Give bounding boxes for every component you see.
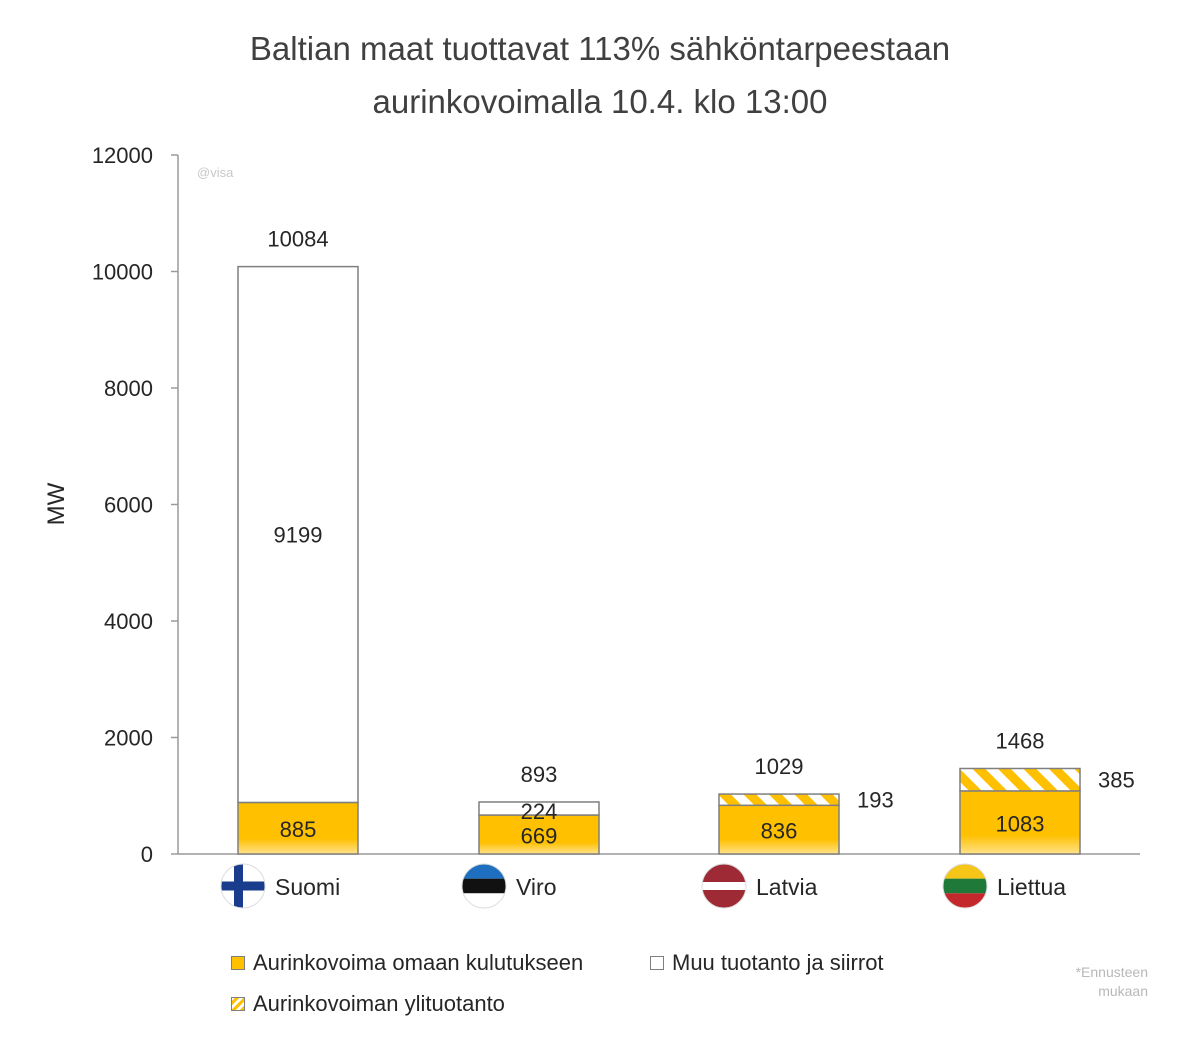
latvia-flag-icon xyxy=(701,863,747,909)
flag-border xyxy=(701,863,747,909)
y-tick-label: 12000 xyxy=(92,143,153,168)
flag-stripe xyxy=(462,878,506,894)
bar-segment xyxy=(718,804,840,855)
data-label-overproduction: 385 xyxy=(1098,768,1135,793)
flag-stripe xyxy=(943,893,987,908)
forecast-note-line2: mukaan xyxy=(1098,983,1148,999)
y-tick-label: 2000 xyxy=(104,726,153,751)
legend-item-overproduction: Aurinkovoiman ylituotanto xyxy=(231,991,505,1017)
forecast-note-line1: *Ennusteen xyxy=(1075,964,1148,980)
legend-label-solar-own: Aurinkovoima omaan kulutukseen xyxy=(253,950,584,975)
forecast-note: *Ennusteen mukaan xyxy=(1076,963,1148,1001)
bar-segment xyxy=(478,814,600,855)
y-tick-label: 0 xyxy=(141,842,153,867)
flag-border xyxy=(942,863,988,909)
flag-stripe xyxy=(462,864,506,879)
data-label-total: 10084 xyxy=(267,227,328,252)
data-label-total: 1468 xyxy=(996,728,1045,753)
chart-title: Baltian maat tuottavat 113% sähköntarpee… xyxy=(249,30,951,67)
data-label-other: 9199 xyxy=(274,523,323,548)
x-category-label: Suomi xyxy=(275,874,340,900)
chart-subtitle: aurinkovoimalla 10.4. klo 13:00 xyxy=(372,83,828,120)
y-tick-label: 10000 xyxy=(92,260,153,285)
flag-fill xyxy=(943,864,987,908)
legend-swatch-hatch xyxy=(231,997,245,1011)
lithuania-flag-icon xyxy=(942,863,988,909)
bar-segment xyxy=(959,767,1081,792)
flag-stripe xyxy=(221,881,265,891)
data-label-solar-own: 836 xyxy=(761,819,798,844)
bar-segment xyxy=(237,265,359,804)
finland-flag-icon xyxy=(220,863,266,909)
data-label-total: 1029 xyxy=(755,754,804,779)
x-category-label: Latvia xyxy=(756,874,818,900)
bar-segment xyxy=(237,801,359,855)
legend-label-overproduction: Aurinkovoiman ylituotanto xyxy=(253,991,505,1016)
y-tick-label: 6000 xyxy=(104,493,153,518)
y-tick-label: 8000 xyxy=(104,376,153,401)
flag-stripe xyxy=(702,882,746,890)
flag-stripe xyxy=(943,878,987,894)
flag-fill xyxy=(221,864,265,908)
flag-stripe xyxy=(943,864,987,879)
bar-segment xyxy=(718,793,840,807)
bar-segment xyxy=(478,801,600,816)
watermark-text: @visa xyxy=(197,165,234,180)
estonia-flag-icon xyxy=(461,863,507,909)
data-label-overproduction: 193 xyxy=(857,788,894,813)
x-category-label: Viro xyxy=(516,874,557,900)
bar-segment xyxy=(959,790,1081,855)
flag-border xyxy=(220,863,266,909)
x-category-label: Liettua xyxy=(997,874,1066,900)
data-label-total: 893 xyxy=(521,762,558,787)
data-label-other: 224 xyxy=(521,799,558,824)
legend-item-solar-own: Aurinkovoima omaan kulutukseen xyxy=(231,950,583,976)
legend-item-other: Muu tuotanto ja siirrot xyxy=(650,950,884,976)
data-label-solar-own: 669 xyxy=(521,824,558,849)
y-axis-label: MW xyxy=(43,482,70,525)
y-tick-label: 4000 xyxy=(104,609,153,634)
legend-swatch-outline xyxy=(650,956,664,970)
legend-swatch-solid xyxy=(231,956,245,970)
flag-fill xyxy=(702,864,746,908)
flag-border xyxy=(461,863,507,909)
flag-stripe xyxy=(462,893,506,908)
flag-fill xyxy=(462,864,506,908)
data-label-solar-own: 1083 xyxy=(996,811,1045,836)
legend-label-other: Muu tuotanto ja siirrot xyxy=(672,950,884,975)
data-label-solar-own: 885 xyxy=(280,817,317,842)
